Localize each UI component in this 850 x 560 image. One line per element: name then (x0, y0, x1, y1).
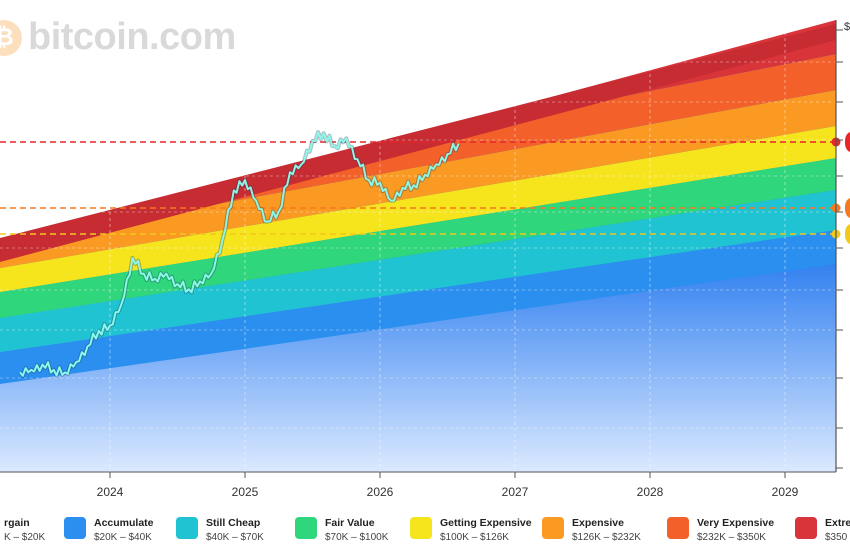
reference-price-tag (845, 224, 850, 244)
x-tick-label: 2029 (772, 485, 799, 499)
legend-range: $40K – $70K (206, 532, 264, 543)
reference-price-tag (845, 132, 850, 152)
legend-label: Getting Expensive (440, 517, 532, 529)
legend-swatch (64, 517, 86, 539)
band-extreme-top (0, 24, 836, 262)
x-tick-label: 2028 (637, 485, 664, 499)
band-getting-expensive (0, 126, 836, 292)
legend-label: rgain (4, 517, 30, 529)
bitcoin-coin-icon: ₿ (0, 20, 22, 56)
legend-label: Very Expensive (697, 517, 775, 529)
legend-swatch (667, 517, 689, 539)
legend-swatch (410, 517, 432, 539)
legend-range: K – $20K (4, 532, 46, 543)
legend-range: $126K – $232K (572, 532, 641, 543)
x-tick-label: 2026 (367, 485, 394, 499)
logo-wordmark: bitcoin.com (28, 16, 236, 58)
legend-range: $232K – $350K (697, 532, 766, 543)
legend-range: $350 (825, 532, 848, 543)
band-accumulate (0, 230, 836, 384)
legend-label: Accumulate (94, 517, 154, 529)
legend-range: $100K – $126K (440, 532, 509, 543)
reference-price-tag (845, 198, 850, 218)
x-tick-label: 2024 (97, 485, 124, 499)
legend-range: $70K – $100K (325, 532, 389, 543)
band-still-cheap (0, 190, 836, 352)
rainbow-chart: $2024 2025 2026 2027 2028 2029 (0, 20, 850, 499)
legend-label: Expensive (572, 517, 624, 529)
legend-label: Still Cheap (206, 517, 261, 529)
x-tick-label: 2025 (232, 485, 259, 499)
legend-swatch (295, 517, 317, 539)
x-tick-label: 2027 (502, 485, 529, 499)
legend-range: $20K – $40K (94, 532, 152, 543)
legend-label: Extre (825, 517, 850, 529)
price-line (19, 131, 460, 377)
legend-swatch (542, 517, 564, 539)
legend-swatch (176, 517, 198, 539)
legend-label: Fair Value (325, 517, 375, 529)
y-tick-label: $ (844, 21, 850, 33)
chart-legend: rgain K – $20K Accumulate $20K – $40K St… (0, 512, 850, 560)
legend-swatch (795, 517, 817, 539)
